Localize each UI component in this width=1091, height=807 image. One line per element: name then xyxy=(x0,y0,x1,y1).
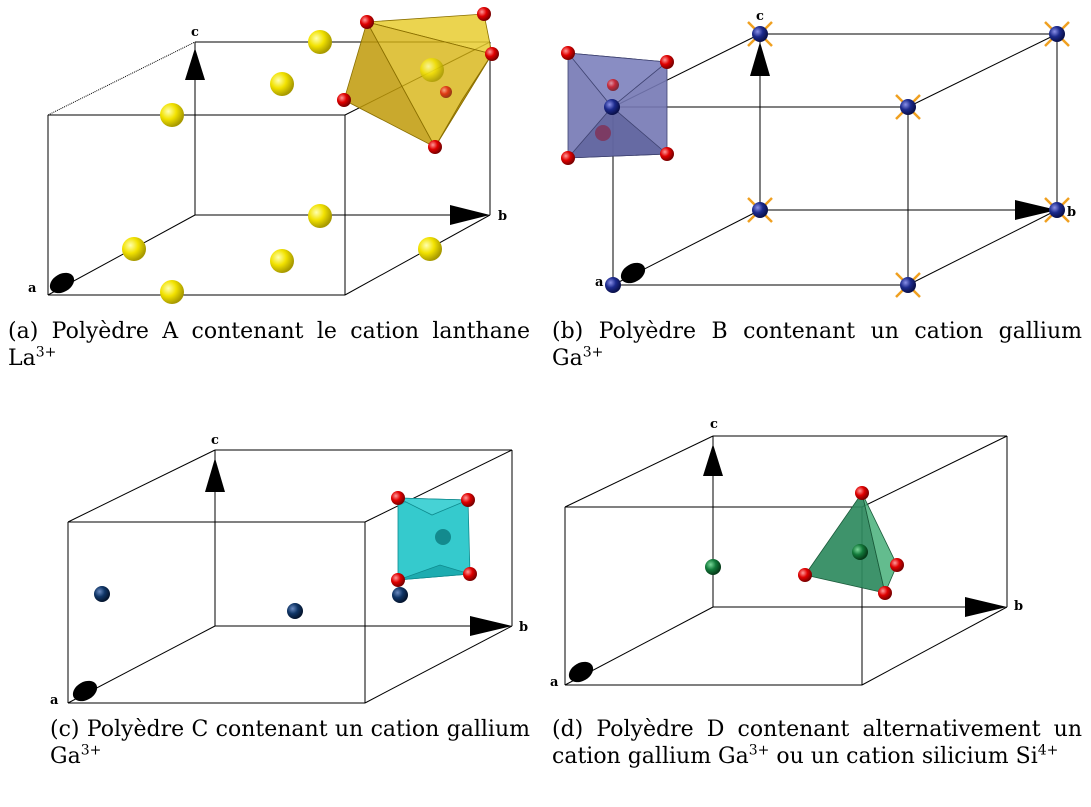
lanthanum-atoms xyxy=(122,30,442,304)
caption-a: (a) Polyèdre A contenant le cation lanth… xyxy=(8,318,530,372)
caption-d-charge: 3+ xyxy=(748,742,770,759)
la-atom xyxy=(160,103,184,127)
axis-label-c: c xyxy=(211,433,219,448)
a-axis-arrow xyxy=(620,262,646,284)
c-axis-arrow xyxy=(750,42,770,76)
axis-label-c: c xyxy=(191,25,199,40)
ga-atom xyxy=(900,277,916,293)
axis-label-c: c xyxy=(756,9,764,24)
axis-label-b: b xyxy=(1014,599,1023,614)
c-axis-arrow xyxy=(185,48,205,80)
la-center-atom xyxy=(420,58,444,82)
caption-d: (d) Polyèdre D contenant alternativement… xyxy=(552,716,1082,770)
o-atom xyxy=(477,7,491,21)
ga-center-atom xyxy=(435,529,451,545)
caption-c-text: (c) Polyèdre C contenant un cation galli… xyxy=(50,717,530,769)
b-axis-arrow xyxy=(1015,200,1057,220)
gallium-atoms-c xyxy=(94,586,408,619)
a-axis-arrow xyxy=(568,661,594,683)
ga-atom xyxy=(605,277,621,293)
axis-label-c: c xyxy=(710,417,718,432)
caption-d-charge2: 4+ xyxy=(1037,742,1059,759)
o-atom xyxy=(485,47,499,61)
o-atom xyxy=(391,491,405,505)
la-atom xyxy=(160,280,184,304)
a-axis-arrow xyxy=(49,272,75,294)
caption-d-text2: ou un cation silicium Si xyxy=(769,744,1038,769)
o-atom xyxy=(660,147,674,161)
polyhedron-b xyxy=(567,52,669,159)
ga-atom xyxy=(1049,26,1065,42)
la-atom xyxy=(122,237,146,261)
gallium-atoms-b xyxy=(605,26,1065,293)
b-axis-arrow xyxy=(470,616,512,636)
o-atom xyxy=(660,55,674,69)
la-atom xyxy=(308,30,332,54)
o-atom xyxy=(890,558,904,572)
ga-center-atom xyxy=(595,125,611,141)
o-atom xyxy=(428,140,442,154)
ga-atom xyxy=(752,26,768,42)
o-atom xyxy=(798,568,812,582)
oxygen-atoms-c xyxy=(391,491,477,587)
unit-cell-c xyxy=(67,449,513,704)
axis-label-b: b xyxy=(519,620,528,635)
o-atom xyxy=(561,46,575,60)
si-ga-center-atom xyxy=(852,544,868,560)
caption-a-text: (a) Polyèdre A contenant le cation lanth… xyxy=(8,319,530,371)
la-atom xyxy=(270,72,294,96)
caption-c: (c) Polyèdre C contenant un cation galli… xyxy=(50,716,530,770)
o-atom xyxy=(440,86,452,98)
axis-label-a: a xyxy=(550,675,559,690)
si-ga-atom xyxy=(705,559,721,575)
ga-atom xyxy=(94,586,110,602)
ga-center-atom xyxy=(604,99,620,115)
ga-atom xyxy=(900,99,916,115)
ga-atom xyxy=(287,603,303,619)
c-axis-arrow xyxy=(205,458,225,492)
axis-label-a: a xyxy=(50,693,59,708)
axis-label-b: b xyxy=(1067,205,1076,220)
o-atom xyxy=(461,493,475,507)
unit-cell-d xyxy=(564,435,1008,686)
axis-label-a: a xyxy=(595,275,604,290)
axis-label-b: b xyxy=(498,209,507,224)
panel-b-diagram: c b a xyxy=(561,9,1076,298)
o-atom xyxy=(561,151,575,165)
o-atom xyxy=(360,15,374,29)
caption-b: (b) Polyèdre B contenant un cation galli… xyxy=(552,318,1082,372)
axis-label-a: a xyxy=(28,281,37,296)
polyhedron-c xyxy=(397,497,471,581)
o-atom xyxy=(391,573,405,587)
ga-atom xyxy=(392,587,408,603)
o-atom xyxy=(607,79,619,91)
caption-b-text: (b) Polyèdre B contenant un cation galli… xyxy=(552,319,1082,371)
o-atom xyxy=(337,93,351,107)
b-axis-arrow xyxy=(965,597,1007,617)
caption-d-text: (d) Polyèdre D contenant alternativement… xyxy=(552,717,1082,769)
oxygen-atoms-a xyxy=(337,7,499,154)
oxygen-atoms-b xyxy=(561,46,674,165)
la-atom xyxy=(270,249,294,273)
panel-d-diagram: c b a xyxy=(550,417,1023,690)
b-axis-arrow xyxy=(450,205,490,225)
ga-atom xyxy=(752,202,768,218)
unit-cell-b xyxy=(612,33,1058,286)
a-axis-arrow xyxy=(72,680,98,702)
oxygen-atoms-d xyxy=(798,486,904,600)
caption-b-charge: 3+ xyxy=(582,344,604,361)
caption-a-charge: 3+ xyxy=(35,344,57,361)
polyhedron-d xyxy=(804,492,898,595)
la-atom xyxy=(418,237,442,261)
ga-atom xyxy=(1049,202,1065,218)
o-atom xyxy=(855,486,869,500)
o-atom xyxy=(878,586,892,600)
panel-a-diagram: c b a xyxy=(28,7,507,304)
la-atom xyxy=(308,204,332,228)
panel-c-diagram: c b a xyxy=(50,433,528,708)
caption-c-charge: 3+ xyxy=(80,742,102,759)
c-axis-arrow xyxy=(703,444,723,476)
o-atom xyxy=(463,567,477,581)
polyhedron-a xyxy=(343,13,493,148)
